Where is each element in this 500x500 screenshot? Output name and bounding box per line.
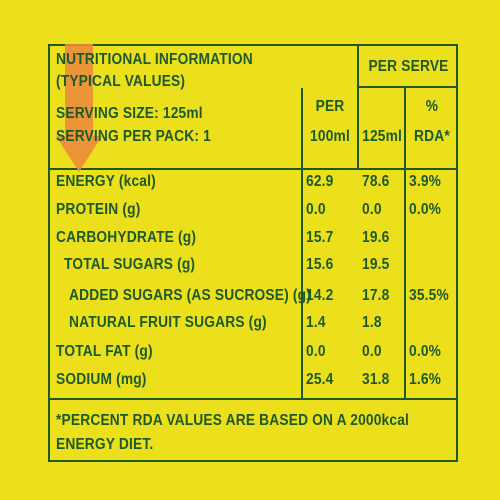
col-rda-line2: RDA* bbox=[414, 128, 450, 145]
value-rda: 1.6% bbox=[409, 371, 442, 388]
serving-size: SERVING SIZE: 125ml bbox=[56, 105, 203, 122]
col-divider-1 bbox=[301, 88, 303, 400]
nutrient-label: TOTAL FAT (g) bbox=[56, 343, 153, 360]
nutrient-label: PROTEIN (g) bbox=[56, 201, 141, 218]
header-divider-vertical bbox=[357, 44, 359, 170]
value-rda: 35.5% bbox=[409, 287, 449, 304]
value-rda: 0.0% bbox=[409, 201, 442, 218]
header-bottom-rule bbox=[48, 168, 458, 170]
value-per-100ml: 15.7 bbox=[306, 229, 334, 246]
value-per-100ml: 1.4 bbox=[306, 314, 326, 331]
value-per-125ml: 19.6 bbox=[362, 229, 390, 246]
serving-per-pack: SERVING PER PACK: 1 bbox=[56, 128, 211, 145]
value-per-125ml: 19.5 bbox=[362, 256, 390, 273]
nutrient-label: CARBOHYDRATE (g) bbox=[56, 229, 197, 246]
col-divider-2 bbox=[404, 88, 406, 400]
value-per-125ml: 0.0 bbox=[362, 343, 382, 360]
value-per-125ml: 1.8 bbox=[362, 314, 382, 331]
nutrient-label: SODIUM (mg) bbox=[56, 371, 147, 388]
value-per-125ml: 17.8 bbox=[362, 287, 390, 304]
per-serve-underline bbox=[357, 86, 458, 88]
value-per-100ml: 14.2 bbox=[306, 287, 334, 304]
nutrient-label: ADDED SUGARS (AS SUCROSE) (g) bbox=[69, 287, 311, 304]
arrow-down-icon bbox=[56, 44, 102, 172]
footnote-line-2: ENERGY DIET. bbox=[56, 436, 154, 453]
value-rda: 3.9% bbox=[409, 173, 442, 190]
value-per-100ml: 25.4 bbox=[306, 371, 334, 388]
value-per-100ml: 15.6 bbox=[306, 256, 334, 273]
col-per-100ml-line2: 100ml bbox=[310, 128, 350, 145]
nutrition-table bbox=[48, 44, 458, 462]
table-title: NUTRITIONAL INFORMATION bbox=[56, 51, 253, 68]
value-per-125ml: 31.8 bbox=[362, 371, 390, 388]
value-per-100ml: 0.0 bbox=[306, 343, 326, 360]
nutrient-label: ENERGY (kcal) bbox=[56, 173, 156, 190]
value-per-100ml: 62.9 bbox=[306, 173, 334, 190]
col-per-100ml-line1: PER bbox=[315, 98, 345, 115]
value-per-100ml: 0.0 bbox=[306, 201, 326, 218]
footnote-line-1: *PERCENT RDA VALUES ARE BASED ON A 2000k… bbox=[56, 412, 410, 429]
per-serve-heading: PER SERVE bbox=[368, 58, 449, 75]
table-subtitle: (TYPICAL VALUES) bbox=[56, 73, 186, 90]
value-per-125ml: 78.6 bbox=[362, 173, 390, 190]
nutrient-label: TOTAL SUGARS (g) bbox=[64, 256, 196, 273]
col-per-125ml: 125ml bbox=[362, 128, 403, 145]
col-rda-line1: % bbox=[425, 98, 439, 115]
value-per-125ml: 0.0 bbox=[362, 201, 382, 218]
body-bottom-rule bbox=[48, 398, 458, 400]
nutrient-label: NATURAL FRUIT SUGARS (g) bbox=[69, 314, 267, 331]
value-rda: 0.0% bbox=[409, 343, 442, 360]
